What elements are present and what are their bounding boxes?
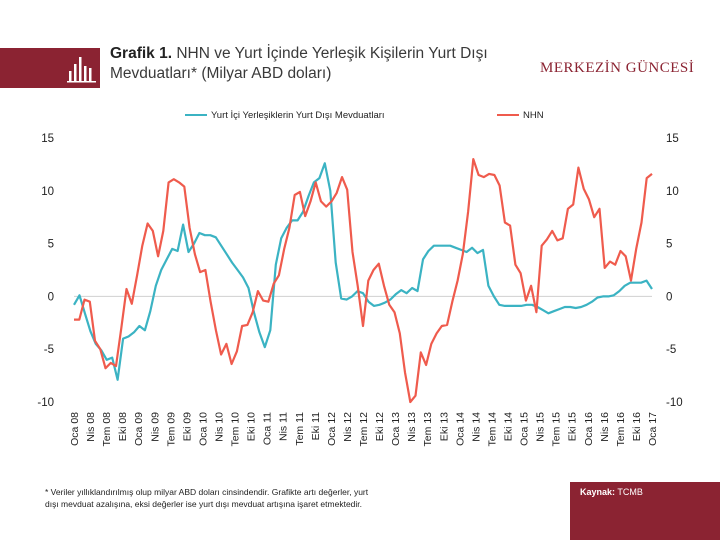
source-box <box>570 482 720 540</box>
chart-title: Grafik 1. NHN ve Yurt İçinde Yerleşik Ki… <box>110 44 530 84</box>
bar-chart-logo-icon <box>67 57 96 83</box>
x-tick-label: Nis 10 <box>214 412 226 442</box>
legend-swatch-series2 <box>497 114 519 117</box>
legend-swatch-series1 <box>185 114 207 117</box>
y-tick-right: 5 <box>666 239 672 251</box>
x-tick-label: Tem 16 <box>615 412 627 447</box>
x-tick-label: Eki 15 <box>567 412 579 441</box>
y-tick-left: 10 <box>41 186 54 198</box>
x-tick-label: Tem 11 <box>294 412 306 446</box>
x-tick-label: Nis 13 <box>406 412 418 442</box>
x-tick-label: Tem 08 <box>101 412 113 447</box>
x-tick-label: Oca 09 <box>133 412 145 446</box>
x-tick-label: Nis 14 <box>470 412 482 442</box>
title-line2: Mevduatları* (Milyar ABD doları) <box>110 65 332 82</box>
x-tick-label: Nis 15 <box>535 412 547 442</box>
x-tick-label: Eki 12 <box>374 412 386 441</box>
x-tick-label: Oca 10 <box>197 412 209 446</box>
footnote: * Veriler yıllıklandırılmış olup milyar … <box>45 486 485 510</box>
x-tick-label: Oca 17 <box>647 412 659 446</box>
x-tick-label: Oca 11 <box>262 412 274 445</box>
x-tick-label: Tem 15 <box>551 412 563 447</box>
y-tick-right: -5 <box>666 344 676 356</box>
x-tick-label: Oca 12 <box>326 412 338 446</box>
x-tick-label: Oca 13 <box>390 412 402 446</box>
footnote-line1: * Veriler yıllıklandırılmış olup milyar … <box>45 487 369 497</box>
x-tick-label: Nis 09 <box>149 412 161 442</box>
y-tick-left: 15 <box>41 133 54 145</box>
x-tick-label: Eki 13 <box>438 412 450 441</box>
legend-item-series2: NHN <box>497 110 544 121</box>
x-tick-label: Tem 10 <box>230 412 242 447</box>
x-tick-label: Nis 11 <box>278 412 290 441</box>
source-text: Kaynak: TCMB <box>580 487 643 497</box>
y-tick-right: -10 <box>666 397 683 409</box>
x-tick-label: Tem 14 <box>486 412 498 447</box>
title-bold: Grafik 1. <box>110 45 173 62</box>
y-tick-right: 0 <box>666 291 672 303</box>
x-tick-label: Oca 08 <box>69 412 81 446</box>
legend-item-series1: Yurt İçi Yerleşiklerin Yurt Dışı Mevduat… <box>185 110 385 121</box>
x-tick-label: Nis 12 <box>342 412 354 442</box>
source-value: TCMB <box>617 487 643 497</box>
y-tick-left: -10 <box>37 397 54 409</box>
x-tick-label: Eki 10 <box>246 412 258 441</box>
x-tick-label: Eki 11 <box>310 412 322 441</box>
x-tick-label: Nis 08 <box>85 412 97 442</box>
footnote-line2: dışı mevduat azalışına, eksi değerler is… <box>45 499 363 509</box>
y-tick-right: 15 <box>666 133 679 145</box>
x-tick-label: Tem 13 <box>422 412 434 447</box>
y-tick-left: 0 <box>48 291 54 303</box>
source-label: Kaynak: <box>580 487 616 497</box>
x-tick-label: Oca 14 <box>454 412 466 446</box>
x-tick-label: Eki 08 <box>117 412 129 441</box>
x-tick-label: Tem 09 <box>165 412 177 447</box>
legend-label-series1: Yurt İçi Yerleşiklerin Yurt Dışı Mevduat… <box>211 110 385 121</box>
x-tick-label: Nis 16 <box>599 412 611 442</box>
y-tick-right: 10 <box>666 186 679 198</box>
series-line-2 <box>74 158 653 404</box>
x-tick-label: Oca 15 <box>519 412 531 446</box>
series-line-1 <box>73 162 653 381</box>
x-tick-label: Tem 12 <box>358 412 370 447</box>
y-tick-left: -5 <box>44 344 54 356</box>
x-tick-label: Eki 09 <box>181 412 193 441</box>
title-line1: NHN ve Yurt İçinde Yerleşik Kişilerin Yu… <box>176 45 488 62</box>
x-tick-label: Oca 16 <box>583 412 595 446</box>
legend-label-series2: NHN <box>523 110 544 121</box>
x-tick-label: Eki 16 <box>631 412 643 441</box>
y-tick-left: 5 <box>48 239 54 251</box>
x-tick-label: Eki 14 <box>503 412 515 441</box>
brand-name: MERKEZİN GÜNCESİ <box>540 60 695 76</box>
